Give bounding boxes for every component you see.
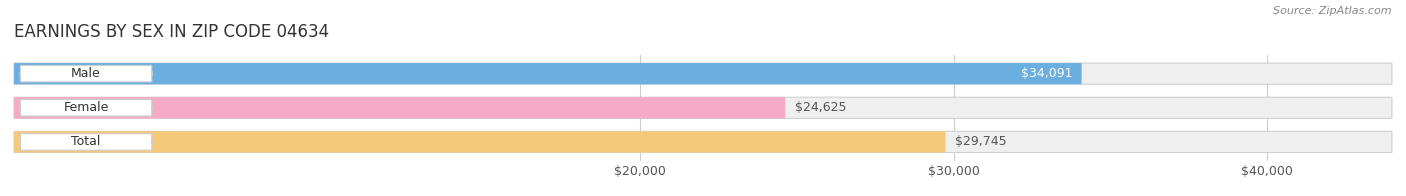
FancyBboxPatch shape xyxy=(14,63,1392,84)
Text: Total: Total xyxy=(72,135,101,148)
FancyBboxPatch shape xyxy=(14,131,1392,152)
Text: Male: Male xyxy=(72,67,101,80)
FancyBboxPatch shape xyxy=(20,65,152,82)
Text: $34,091: $34,091 xyxy=(1021,67,1073,80)
FancyBboxPatch shape xyxy=(20,100,152,116)
Text: $29,745: $29,745 xyxy=(955,135,1007,148)
Text: Source: ZipAtlas.com: Source: ZipAtlas.com xyxy=(1274,6,1392,16)
FancyBboxPatch shape xyxy=(14,131,946,152)
FancyBboxPatch shape xyxy=(14,63,1081,84)
FancyBboxPatch shape xyxy=(20,134,152,150)
Text: $24,625: $24,625 xyxy=(794,101,846,114)
FancyBboxPatch shape xyxy=(14,97,785,118)
Text: Female: Female xyxy=(63,101,108,114)
Text: EARNINGS BY SEX IN ZIP CODE 04634: EARNINGS BY SEX IN ZIP CODE 04634 xyxy=(14,23,329,41)
FancyBboxPatch shape xyxy=(14,97,1392,118)
